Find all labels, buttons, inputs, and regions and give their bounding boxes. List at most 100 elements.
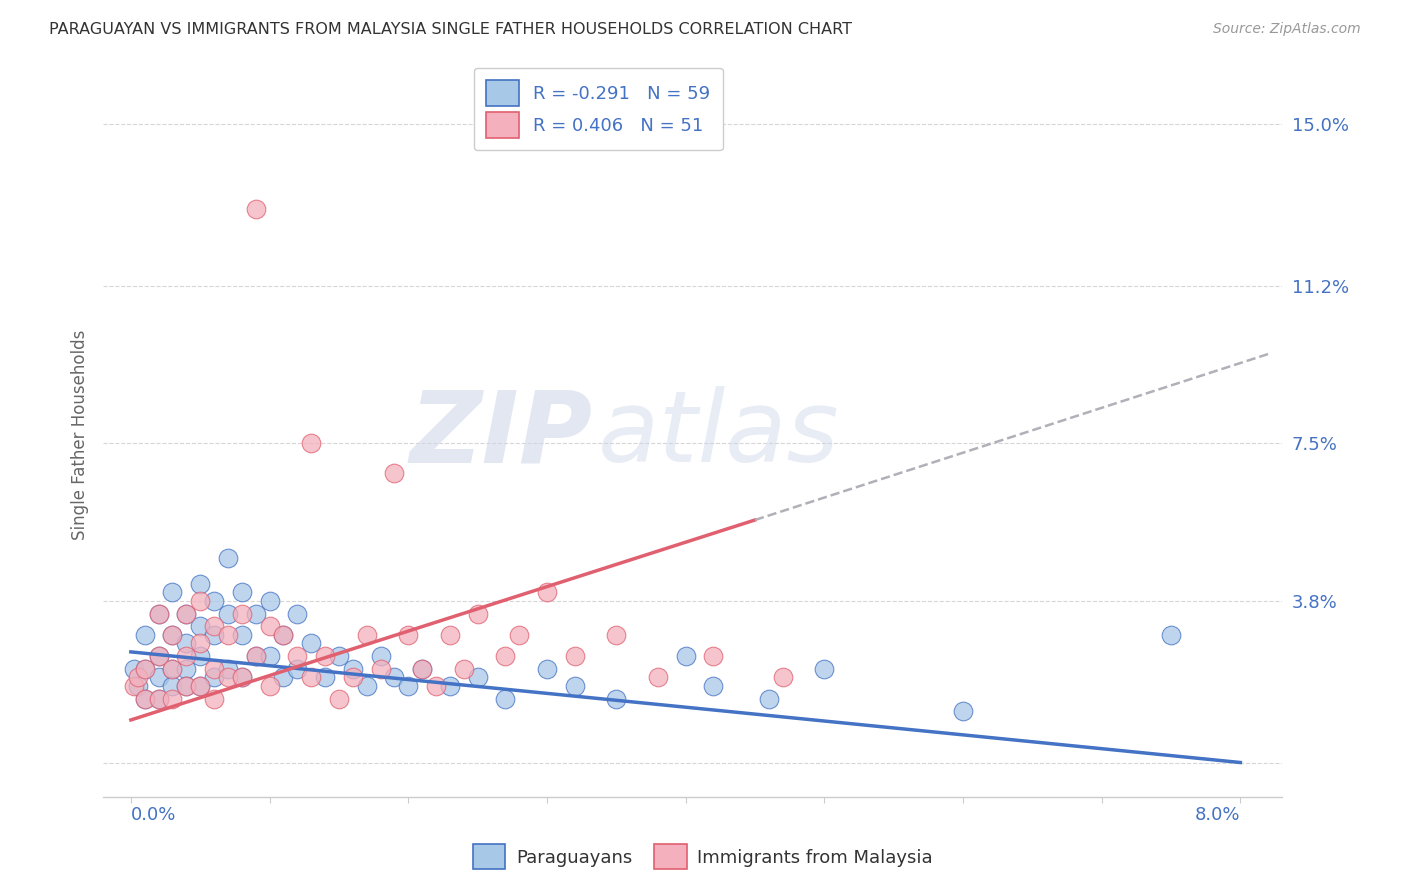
Point xyxy=(439,628,461,642)
Point xyxy=(273,670,295,684)
Point xyxy=(122,679,145,693)
Point xyxy=(342,662,364,676)
Point xyxy=(176,679,198,693)
Point xyxy=(467,607,489,621)
Point xyxy=(231,670,253,684)
Point xyxy=(148,607,170,621)
Point xyxy=(314,670,336,684)
Point xyxy=(299,636,322,650)
Point xyxy=(127,670,149,684)
Point xyxy=(467,670,489,684)
Point xyxy=(176,607,198,621)
Point xyxy=(328,691,350,706)
Point xyxy=(259,594,281,608)
Point xyxy=(328,649,350,664)
Point xyxy=(162,679,184,693)
Point xyxy=(148,649,170,664)
Text: ZIP: ZIP xyxy=(409,386,592,483)
Point xyxy=(148,607,170,621)
Point xyxy=(758,691,780,706)
Point xyxy=(411,662,433,676)
Point xyxy=(494,649,516,664)
Point xyxy=(273,628,295,642)
Point xyxy=(245,649,267,664)
Point xyxy=(772,670,794,684)
Text: Source: ZipAtlas.com: Source: ZipAtlas.com xyxy=(1213,22,1361,37)
Point xyxy=(162,662,184,676)
Text: 0.0%: 0.0% xyxy=(131,806,176,824)
Text: atlas: atlas xyxy=(598,386,839,483)
Point xyxy=(508,628,530,642)
Point xyxy=(259,649,281,664)
Point xyxy=(605,691,627,706)
Point xyxy=(564,679,586,693)
Point xyxy=(439,679,461,693)
Point xyxy=(188,576,211,591)
Point xyxy=(273,628,295,642)
Point xyxy=(1160,628,1182,642)
Point xyxy=(382,670,405,684)
Point xyxy=(188,679,211,693)
Point xyxy=(162,628,184,642)
Point xyxy=(188,594,211,608)
Point xyxy=(231,585,253,599)
Point xyxy=(176,636,198,650)
Point xyxy=(396,628,419,642)
Point xyxy=(411,662,433,676)
Point xyxy=(188,679,211,693)
Point xyxy=(188,636,211,650)
Point xyxy=(202,691,225,706)
Point xyxy=(536,585,558,599)
Point xyxy=(202,628,225,642)
Point xyxy=(162,662,184,676)
Point xyxy=(176,662,198,676)
Point xyxy=(176,607,198,621)
Point xyxy=(162,585,184,599)
Point xyxy=(188,649,211,664)
Point xyxy=(382,466,405,480)
Point xyxy=(231,670,253,684)
Point xyxy=(217,628,239,642)
Point xyxy=(494,691,516,706)
Point xyxy=(813,662,835,676)
Point xyxy=(217,670,239,684)
Point xyxy=(259,619,281,633)
Point xyxy=(370,662,392,676)
Point xyxy=(127,679,149,693)
Point xyxy=(285,649,308,664)
Point xyxy=(148,649,170,664)
Point xyxy=(370,649,392,664)
Point xyxy=(134,691,156,706)
Point xyxy=(162,691,184,706)
Point xyxy=(299,436,322,450)
Point xyxy=(176,649,198,664)
Point xyxy=(342,670,364,684)
Point xyxy=(314,649,336,664)
Point xyxy=(202,619,225,633)
Point xyxy=(176,679,198,693)
Point xyxy=(202,662,225,676)
Point xyxy=(134,662,156,676)
Point xyxy=(162,628,184,642)
Point xyxy=(702,679,724,693)
Point xyxy=(202,670,225,684)
Point xyxy=(453,662,475,676)
Point xyxy=(134,691,156,706)
Point xyxy=(245,202,267,217)
Point xyxy=(217,551,239,566)
Y-axis label: Single Father Households: Single Father Households xyxy=(72,330,89,540)
Point xyxy=(134,662,156,676)
Point xyxy=(122,662,145,676)
Point xyxy=(675,649,697,664)
Point xyxy=(259,679,281,693)
Point xyxy=(605,628,627,642)
Point xyxy=(356,628,378,642)
Point xyxy=(952,705,974,719)
Point xyxy=(148,691,170,706)
Point xyxy=(245,607,267,621)
Point xyxy=(217,607,239,621)
Point xyxy=(647,670,669,684)
Point xyxy=(148,670,170,684)
Legend: R = -0.291   N = 59, R = 0.406   N = 51: R = -0.291 N = 59, R = 0.406 N = 51 xyxy=(474,68,723,151)
Point xyxy=(188,619,211,633)
